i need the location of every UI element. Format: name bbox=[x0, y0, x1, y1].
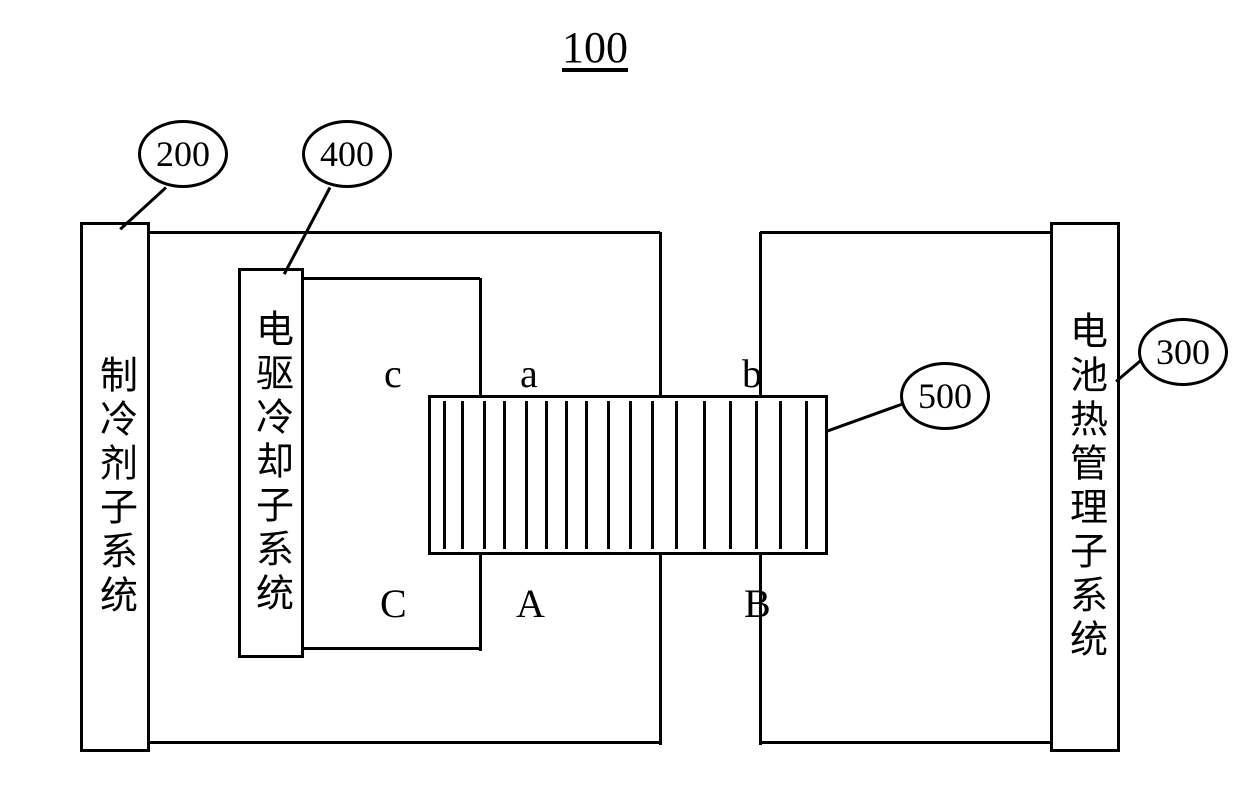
exchanger-fin bbox=[755, 401, 758, 549]
exchanger-fin bbox=[545, 401, 548, 549]
callout-bubble-300: 300 bbox=[1138, 318, 1228, 386]
edrive-subsystem-label: 电驱冷却子系统 bbox=[241, 271, 301, 655]
pipe-refrigerant_top bbox=[150, 231, 660, 234]
exchanger-fin bbox=[629, 401, 632, 549]
port-label-B: B bbox=[744, 580, 771, 627]
exchanger-fin bbox=[651, 401, 654, 549]
pipe-edrive_top bbox=[304, 277, 480, 280]
exchanger-fin bbox=[585, 401, 588, 549]
pipe-edrive_bottom bbox=[304, 647, 480, 650]
exchanger-fin bbox=[565, 401, 568, 549]
exchanger-fin bbox=[675, 401, 678, 549]
exchanger-fin bbox=[525, 401, 528, 549]
exchanger-fin bbox=[729, 401, 732, 549]
pipe-battery_top bbox=[760, 231, 1050, 234]
diagram-canvas: 100 制冷剂子系统 电驱冷却子系统 电池热管理子系统 c a b C A B 200 300 400 5… bbox=[0, 0, 1240, 807]
figure-number: 100 bbox=[562, 22, 628, 73]
port-label-c: c bbox=[384, 350, 402, 397]
exchanger-fin bbox=[607, 401, 610, 549]
exchanger-fin bbox=[503, 401, 506, 549]
refrigerant-subsystem-label: 制冷剂子系统 bbox=[83, 225, 147, 749]
battery-subsystem-label: 电池热管理子系统 bbox=[1053, 225, 1117, 749]
exchanger-fin bbox=[805, 401, 808, 549]
port-label-a: a bbox=[520, 350, 538, 397]
exchanger-fin bbox=[779, 401, 782, 549]
leader-500 bbox=[826, 402, 905, 433]
edrive-subsystem-box: 电驱冷却子系统 bbox=[238, 268, 304, 658]
port-label-C: C bbox=[380, 580, 407, 627]
callout-bubble-200: 200 bbox=[138, 120, 228, 188]
callout-bubble-400: 400 bbox=[302, 120, 392, 188]
exchanger-fin bbox=[703, 401, 706, 549]
port-label-A: A bbox=[516, 580, 545, 627]
exchanger-fin bbox=[443, 401, 446, 549]
exchanger-fin bbox=[461, 401, 464, 549]
pipe-refrigerant_bottom bbox=[150, 741, 660, 744]
callout-bubble-500: 500 bbox=[900, 362, 990, 430]
heat-exchanger bbox=[428, 395, 828, 555]
battery-subsystem-box: 电池热管理子系统 bbox=[1050, 222, 1120, 752]
port-label-b: b bbox=[742, 350, 762, 397]
pipe-battery_bottom bbox=[760, 741, 1050, 744]
refrigerant-subsystem-box: 制冷剂子系统 bbox=[80, 222, 150, 752]
exchanger-fin bbox=[483, 401, 486, 549]
